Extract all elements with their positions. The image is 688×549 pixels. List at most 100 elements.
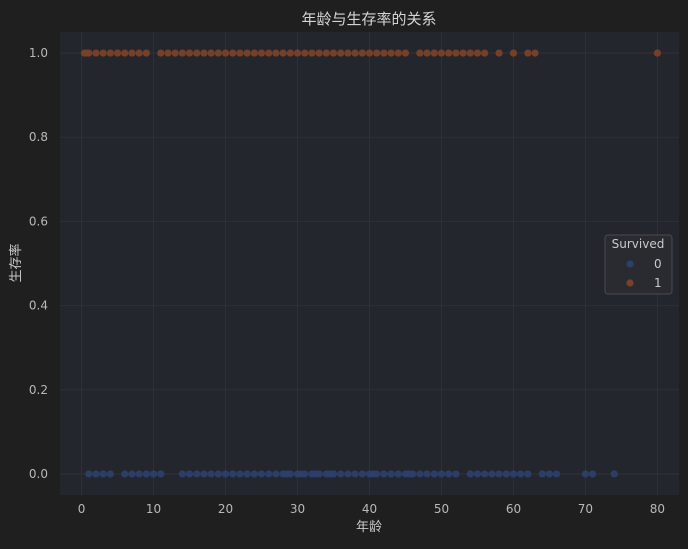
data-point-survived-1: [142, 49, 150, 57]
data-point-survived-1: [466, 49, 474, 57]
data-point-survived-1: [653, 49, 662, 57]
data-point-survived-0: [301, 470, 309, 478]
data-point-survived-1: [416, 49, 424, 57]
data-point-survived-0: [243, 470, 251, 478]
data-point-survived-1: [293, 49, 302, 57]
data-point-survived-0: [193, 470, 201, 478]
data-point-survived-0: [85, 470, 93, 478]
data-point-survived-1: [286, 49, 294, 57]
data-point-survived-1: [337, 49, 345, 57]
data-point-survived-0: [221, 470, 230, 478]
data-point-survived-0: [185, 470, 194, 478]
x-tick-label: 80: [650, 502, 665, 516]
ticks-layer: 0 10 20 30 40 50 60 70 800.00.20.40.60.81.0: [29, 46, 665, 516]
data-point-survived-0: [99, 470, 107, 478]
y-tick-label: 0.0: [29, 467, 48, 481]
legend-label-1: 1: [654, 276, 662, 290]
data-point-survived-0: [337, 470, 345, 478]
data-point-survived-1: [365, 49, 374, 57]
data-point-survived-0: [157, 470, 165, 478]
data-point-survived-0: [495, 470, 503, 478]
data-point-survived-0: [380, 470, 388, 478]
data-point-survived-0: [445, 470, 453, 478]
data-point-survived-0: [466, 470, 474, 478]
points-layer: [80, 49, 662, 478]
data-point-survived-1: [401, 49, 410, 57]
data-point-survived-1: [509, 49, 518, 57]
data-point-survived-1: [85, 49, 93, 57]
data-point-survived-0: [128, 470, 136, 478]
data-point-survived-1: [423, 49, 431, 57]
data-point-survived-0: [581, 470, 590, 478]
data-point-survived-0: [142, 470, 150, 478]
data-point-survived-1: [445, 49, 453, 57]
data-point-survived-0: [135, 470, 143, 478]
x-tick-label: 60: [506, 502, 521, 516]
data-point-survived-0: [236, 470, 244, 478]
data-point-survived-0: [207, 470, 215, 478]
data-point-survived-0: [517, 470, 525, 478]
legend-title: Survived: [612, 237, 665, 251]
data-point-survived-1: [106, 49, 114, 57]
data-point-survived-1: [315, 49, 323, 57]
data-point-survived-0: [502, 470, 510, 478]
data-point-survived-0: [488, 470, 496, 478]
data-point-survived-1: [308, 49, 316, 57]
x-tick-label: 10: [146, 502, 161, 516]
data-point-survived-1: [351, 49, 359, 57]
data-point-survived-0: [538, 470, 546, 478]
data-point-survived-1: [430, 49, 438, 57]
data-point-survived-0: [610, 470, 618, 478]
data-point-survived-1: [394, 49, 402, 57]
data-point-survived-0: [387, 470, 395, 478]
data-point-survived-1: [243, 49, 251, 57]
data-point-survived-1: [214, 49, 222, 57]
data-point-survived-0: [481, 470, 489, 478]
data-point-survived-0: [214, 470, 222, 478]
chart-title: 年龄与生存率的关系: [301, 10, 436, 28]
data-point-survived-1: [380, 49, 388, 57]
data-point-survived-1: [221, 49, 230, 57]
data-point-survived-1: [178, 49, 186, 57]
data-point-survived-1: [279, 49, 287, 57]
data-point-survived-0: [286, 470, 294, 478]
data-point-survived-0: [545, 470, 554, 478]
legend-label-0: 0: [654, 257, 662, 271]
data-point-survived-1: [329, 49, 338, 57]
data-point-survived-1: [481, 49, 489, 57]
y-tick-label: 0.8: [29, 130, 48, 144]
data-point-survived-0: [92, 470, 100, 478]
data-point-survived-1: [99, 49, 107, 57]
data-point-survived-0: [524, 470, 532, 478]
data-point-survived-0: [178, 470, 186, 478]
data-point-survived-1: [200, 49, 208, 57]
data-point-survived-1: [322, 49, 330, 57]
x-tick-label: 50: [434, 502, 449, 516]
data-point-survived-0: [509, 470, 518, 478]
data-point-survived-0: [430, 470, 438, 478]
grid-layer: [60, 32, 679, 495]
legend: Survived 0 1: [604, 234, 673, 295]
y-tick-label: 0.4: [29, 299, 48, 313]
data-point-survived-0: [358, 470, 366, 478]
data-point-survived-0: [329, 470, 338, 478]
data-point-survived-0: [394, 470, 402, 478]
data-point-survived-0: [553, 470, 561, 478]
data-point-survived-1: [236, 49, 244, 57]
data-point-survived-1: [128, 49, 136, 57]
y-axis-label: 生存率: [8, 243, 24, 282]
data-point-survived-1: [437, 49, 446, 57]
data-point-survived-1: [387, 49, 395, 57]
legend-marker-0: [626, 260, 634, 268]
data-point-survived-1: [473, 49, 482, 57]
data-point-survived-1: [272, 49, 280, 57]
data-point-survived-0: [149, 470, 158, 478]
data-point-survived-1: [171, 49, 179, 57]
data-point-survived-1: [265, 49, 273, 57]
data-point-survived-1: [250, 49, 258, 57]
x-tick-label: 20: [218, 502, 233, 516]
data-point-survived-0: [250, 470, 258, 478]
legend-box: [604, 234, 673, 295]
data-point-survived-1: [524, 49, 532, 57]
